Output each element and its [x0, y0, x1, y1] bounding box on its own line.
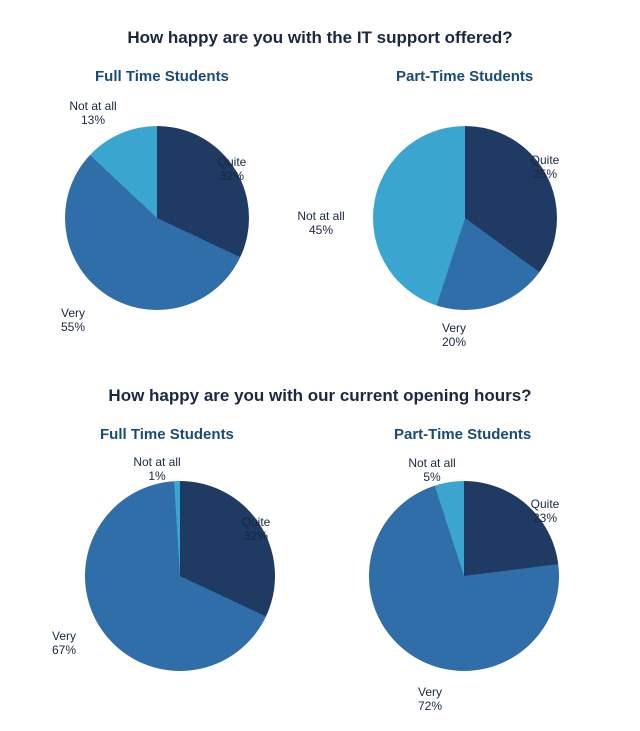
pie-slice-label: Very20% — [442, 322, 466, 350]
slice-value: 1% — [133, 470, 180, 484]
pie-slice-label: Not at all13% — [69, 100, 116, 128]
slice-value: 23% — [531, 512, 560, 526]
slice-name: Quite — [218, 156, 247, 170]
slice-name: Quite — [531, 154, 560, 168]
slice-value: 35% — [531, 168, 560, 182]
slice-value: 72% — [418, 700, 442, 714]
pie-slice-label: Not at all1% — [133, 456, 180, 484]
pie-slice-label: Not at all5% — [408, 457, 455, 485]
slice-value: 32% — [242, 530, 271, 544]
slice-name: Not at all — [408, 457, 455, 471]
chart-subtitle: Full Time Students — [100, 426, 234, 443]
slice-value: 67% — [52, 644, 76, 658]
pie-chart — [65, 126, 249, 310]
slice-name: Very — [61, 307, 85, 321]
slice-value: 32% — [218, 170, 247, 184]
slice-name: Very — [418, 686, 442, 700]
pie-slice-label: Quite35% — [531, 154, 560, 182]
pie-chart — [85, 481, 275, 671]
slice-value: 45% — [297, 224, 344, 238]
pie-slice-label: Very67% — [52, 630, 76, 658]
pie-slice-label: Quite32% — [218, 156, 247, 184]
slice-name: Not at all — [297, 210, 344, 224]
chart-subtitle: Full Time Students — [95, 68, 229, 85]
pie-slice-label: Very72% — [418, 686, 442, 714]
slice-value: 20% — [442, 336, 466, 350]
slice-value: 5% — [408, 471, 455, 485]
pie-slice-label: Not at all45% — [297, 210, 344, 238]
pie-slice-label: Quite23% — [531, 498, 560, 526]
slice-name: Not at all — [133, 456, 180, 470]
slice-value: 13% — [69, 114, 116, 128]
pie-slice-label: Very55% — [61, 307, 85, 335]
section-title: How happy are you with the IT support of… — [0, 28, 640, 48]
slice-name: Quite — [531, 498, 560, 512]
pie-chart — [373, 126, 557, 310]
slice-name: Quite — [242, 516, 271, 530]
chart-subtitle: Part-Time Students — [396, 68, 533, 85]
slice-value: 55% — [61, 321, 85, 335]
slice-name: Not at all — [69, 100, 116, 114]
chart-subtitle: Part-Time Students — [394, 426, 531, 443]
slice-name: Very — [442, 322, 466, 336]
slice-name: Very — [52, 630, 76, 644]
section-title: How happy are you with our current openi… — [0, 386, 640, 406]
pie-slice-label: Quite32% — [242, 516, 271, 544]
